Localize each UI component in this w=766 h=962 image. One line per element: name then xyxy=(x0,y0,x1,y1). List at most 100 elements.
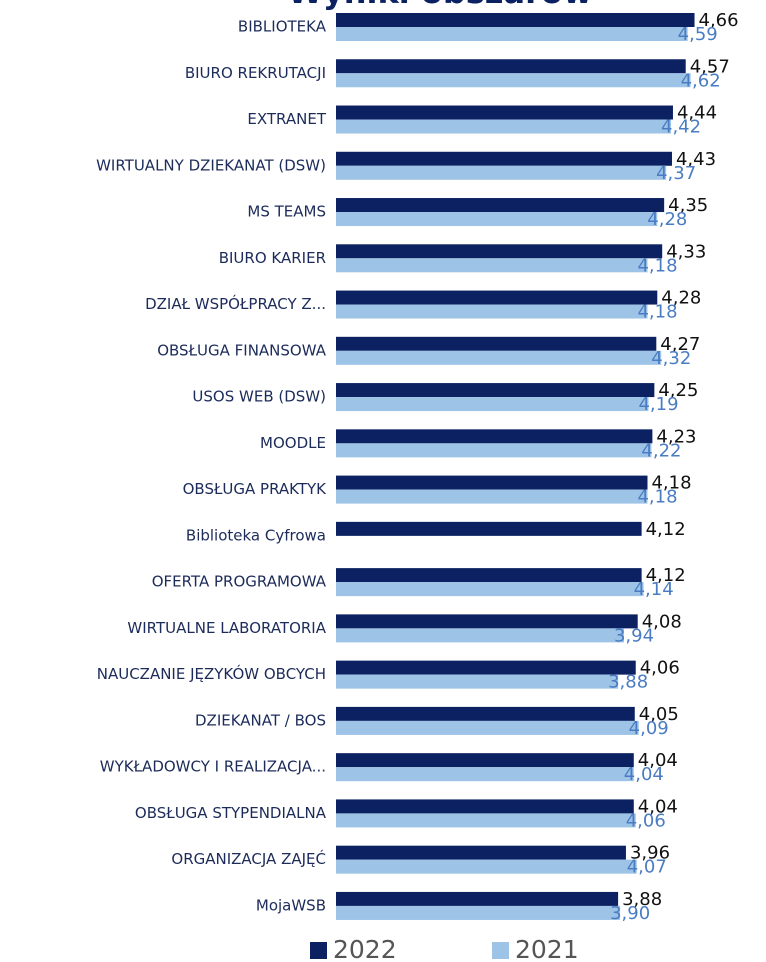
category-label: DZIEKANAT / BOS xyxy=(195,711,326,729)
value-label: 4,18 xyxy=(637,487,677,508)
legend-swatch xyxy=(310,942,327,959)
bar xyxy=(336,859,637,874)
bar xyxy=(336,660,636,675)
bar xyxy=(336,905,621,920)
category-label: WIRTUALNY DZIEKANAT (DSW) xyxy=(96,156,326,174)
value-label: 4,37 xyxy=(656,163,696,184)
bar xyxy=(336,244,663,259)
legend-label: 2022 xyxy=(333,935,397,962)
bar xyxy=(336,258,648,273)
category-label: NAUCZANIE JĘZYKÓW OBCYCH xyxy=(97,664,326,683)
bar xyxy=(336,674,619,689)
category-label: OFERTA PROGRAMOWA xyxy=(152,573,327,591)
category-label: BIBLIOTEKA xyxy=(238,18,327,36)
bar xyxy=(336,720,639,735)
value-label: 4,28 xyxy=(661,288,701,309)
value-label: 3,88 xyxy=(622,889,662,910)
category-label: BIURO REKRUTACJI xyxy=(185,64,326,82)
bar xyxy=(336,614,638,629)
value-label: 4,18 xyxy=(637,302,677,323)
bar xyxy=(336,767,634,782)
value-label: 4,42 xyxy=(661,117,701,138)
value-label: 4,14 xyxy=(634,579,674,600)
bar xyxy=(336,383,655,398)
bar xyxy=(336,799,634,814)
bar xyxy=(336,165,667,180)
category-label: OBSŁUGA STYPENDIALNA xyxy=(135,804,327,822)
bar xyxy=(336,397,649,412)
value-label: 4,25 xyxy=(658,380,698,401)
value-label: 4,04 xyxy=(638,750,678,771)
category-label: EXTRANET xyxy=(247,110,326,128)
value-label: 4,43 xyxy=(676,149,716,170)
category-label: USOS WEB (DSW) xyxy=(192,388,326,406)
legend-swatch xyxy=(492,942,509,959)
value-label: 4,62 xyxy=(681,70,721,91)
bar xyxy=(336,59,686,74)
bar xyxy=(336,521,642,536)
bar xyxy=(336,290,658,305)
category-label: OBSŁUGA PRAKTYK xyxy=(183,480,328,498)
bar xyxy=(336,105,673,120)
value-label: 4,19 xyxy=(638,394,678,415)
category-label: Biblioteka Cyfrowa xyxy=(186,526,326,544)
value-label: 4,18 xyxy=(651,473,691,494)
value-label: 3,94 xyxy=(614,625,654,646)
bar xyxy=(336,350,662,365)
value-label: 4,04 xyxy=(624,764,664,785)
value-label: 4,57 xyxy=(690,56,730,77)
value-label: 4,23 xyxy=(656,426,696,447)
bar xyxy=(336,891,619,906)
value-label: 4,59 xyxy=(678,24,718,45)
bar xyxy=(336,813,636,828)
value-label: 4,06 xyxy=(640,658,680,679)
value-label: 4,22 xyxy=(641,440,681,461)
value-label: 4,06 xyxy=(626,810,666,831)
value-label: 4,33 xyxy=(666,241,706,262)
bar xyxy=(336,753,634,768)
bar xyxy=(336,151,672,166)
bar xyxy=(336,304,648,319)
value-label: 4,66 xyxy=(699,10,739,31)
value-label: 4,12 xyxy=(646,519,686,540)
chart-title: Wyniki obszarów xyxy=(288,0,593,11)
category-label: WIRTUALNE LABORATORIA xyxy=(127,619,326,637)
category-label: BIURO KARIER xyxy=(219,249,326,267)
bar xyxy=(336,27,688,41)
bar xyxy=(336,845,626,860)
bar xyxy=(336,568,642,583)
bar xyxy=(336,582,644,597)
value-label: 4,09 xyxy=(629,718,669,739)
bar xyxy=(336,443,652,458)
value-label: 4,35 xyxy=(668,195,708,216)
bar xyxy=(336,336,657,351)
value-label: 4,07 xyxy=(627,857,667,878)
value-label: 4,05 xyxy=(639,704,679,725)
bar xyxy=(336,212,658,227)
value-label: 3,96 xyxy=(630,843,670,864)
legend-label: 2021 xyxy=(515,935,579,962)
value-label: 4,28 xyxy=(647,209,687,230)
category-label: OBSŁUGA FINANSOWA xyxy=(157,341,327,359)
category-label: ORGANIZACJA ZAJĘĆ xyxy=(171,849,326,868)
category-label: MOODLE xyxy=(260,434,326,452)
value-label: 3,90 xyxy=(610,903,650,924)
value-label: 3,88 xyxy=(608,672,648,693)
bar xyxy=(336,13,695,27)
value-label: 4,44 xyxy=(677,103,717,124)
value-label: 4,08 xyxy=(642,611,682,632)
bar xyxy=(336,489,648,504)
category-label: WYKŁADOWCY I REALIZACJA... xyxy=(100,758,326,776)
bar xyxy=(336,628,624,643)
bar xyxy=(336,198,665,213)
value-label: 4,04 xyxy=(638,796,678,817)
category-label: MojaWSB xyxy=(256,896,326,914)
value-label: 4,27 xyxy=(660,334,700,355)
category-label: MS TEAMS xyxy=(247,203,326,221)
bar xyxy=(336,119,672,134)
value-label: 4,18 xyxy=(637,255,677,276)
bar xyxy=(336,429,653,444)
category-label: DZIAŁ WSPÓŁPRACY Z... xyxy=(145,294,326,313)
value-label: 4,32 xyxy=(651,348,691,369)
